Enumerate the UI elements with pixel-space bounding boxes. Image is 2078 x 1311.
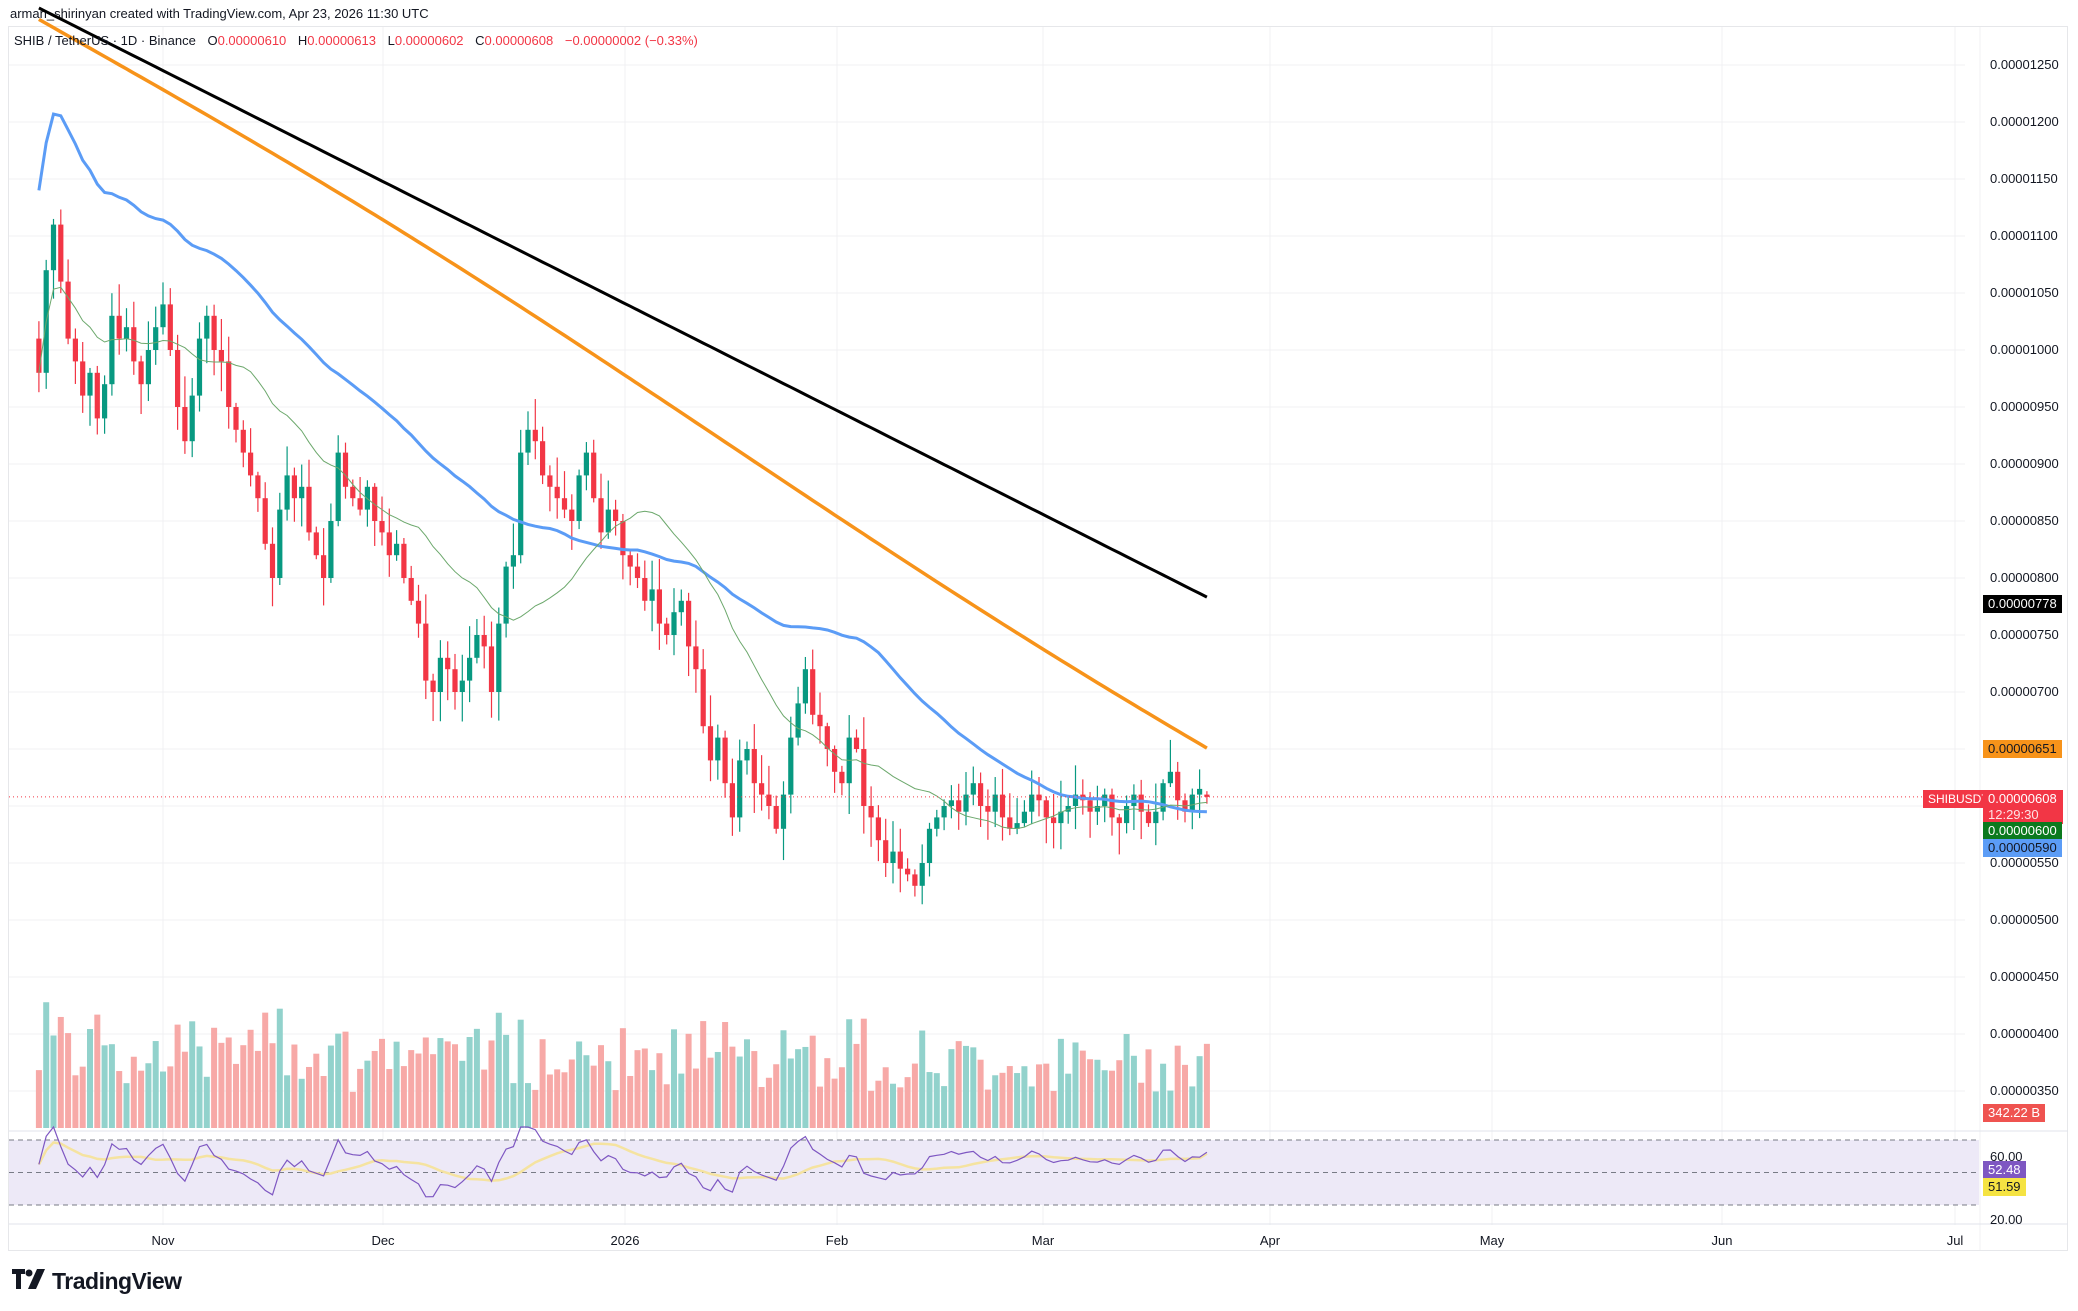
ma50-line: [37, 112, 1207, 814]
last-price-value: 0.00000608: [1988, 791, 2057, 806]
price-axis-label: 0.00000900: [1990, 456, 2059, 471]
price-axis-label: 0.00001200: [1990, 114, 2059, 129]
price-axis-label: 0.00001250: [1990, 57, 2059, 72]
candles: [36, 209, 1210, 905]
high-label: H: [297, 33, 308, 48]
price-axis-label: 0.00000450: [1990, 969, 2059, 984]
time-axis-label: Jun: [1711, 1233, 1733, 1248]
price-axis-label: 0.00000500: [1990, 912, 2059, 927]
price-axis-label: 0.00000850: [1990, 513, 2059, 528]
price-axis-label: 0.00001100: [1990, 228, 2058, 243]
open-value: 0.00000610: [217, 33, 287, 48]
bar-countdown: 12:29:30: [1988, 807, 2039, 822]
price-axis-label: 0.00000950: [1990, 399, 2059, 414]
price-axis-label: 0.00000350: [1990, 1083, 2059, 1098]
time-axis-label: Dec: [371, 1233, 395, 1248]
price-axis-label: 0.00000550: [1990, 855, 2059, 870]
volume-tag: 342.22 B: [1983, 1104, 2046, 1122]
price-axis-label: 0.00001150: [1990, 171, 2058, 186]
rsi-axis-20: 20.00: [1990, 1212, 2023, 1227]
price-axis-label: 0.00001000: [1990, 342, 2059, 357]
time-axis-label: 2026: [610, 1233, 640, 1248]
rsi-ma-line: [37, 1141, 1208, 1182]
symbol-legend: SHIB / TetherUS · 1D · Binance O0.000006…: [14, 33, 698, 48]
rsi-value-tag: 52.48: [1983, 1161, 2026, 1179]
ma200-price-tag: 0.00000778: [1983, 595, 2062, 613]
time-axis-label: Jul: [1946, 1233, 1964, 1248]
tradingview-logo-icon: [12, 1268, 46, 1295]
price-axis-label: 0.00000400: [1990, 1026, 2059, 1041]
close-label: C: [475, 33, 485, 48]
time-axis-label: Nov: [151, 1233, 175, 1248]
price-axis-label: 0.00000750: [1990, 627, 2059, 642]
high-value: 0.00000613: [307, 33, 376, 48]
time-axis-label: Mar: [1031, 1233, 1055, 1248]
ma100-line: [38, 17, 1208, 750]
chart-frame: [8, 26, 2068, 1251]
last-price-tag: 0.00000608 12:29:30: [1983, 790, 2063, 824]
ma100-price-tag: 0.00000651: [1983, 740, 2062, 758]
time-axis-label: May: [1479, 1233, 1505, 1248]
tradingview-logo[interactable]: TradingView: [12, 1268, 182, 1295]
ma20-line: [38, 286, 1207, 830]
low-label: L: [387, 33, 395, 48]
time-axis-label: Apr: [1259, 1233, 1281, 1248]
time-axis-label: Feb: [825, 1233, 849, 1248]
volume-bars: [35, 1002, 1210, 1128]
price-axis-label: 0.00000800: [1990, 570, 2059, 585]
price-axis-label: 0.00000700: [1990, 684, 2059, 699]
tradingview-logo-text: TradingView: [52, 1268, 182, 1294]
change-value: −0.00000002 (−0.33%): [564, 33, 698, 48]
price-axis-label: 0.00001050: [1990, 285, 2059, 300]
ma20-price-tag: 0.00000600: [1983, 822, 2062, 840]
ma50-price-tag: 0.00000590: [1983, 839, 2062, 857]
open-label: O: [207, 33, 218, 48]
close-value: 0.00000608: [484, 33, 554, 48]
rsi-axis-60: 60.00: [1990, 1149, 2023, 1164]
symbol-price-label: SHIBUSDT: [1923, 790, 1994, 808]
ma200-line: [38, 6, 1208, 599]
symbol-title[interactable]: SHIB / TetherUS · 1D · Binance: [14, 33, 196, 48]
rsi-line: [38, 1125, 1208, 1198]
rsi-ma-value-tag: 51.59: [1983, 1178, 2026, 1196]
chart-credit: arman_shirinyan created with TradingView…: [10, 6, 429, 21]
low-value: 0.00000602: [394, 33, 464, 48]
